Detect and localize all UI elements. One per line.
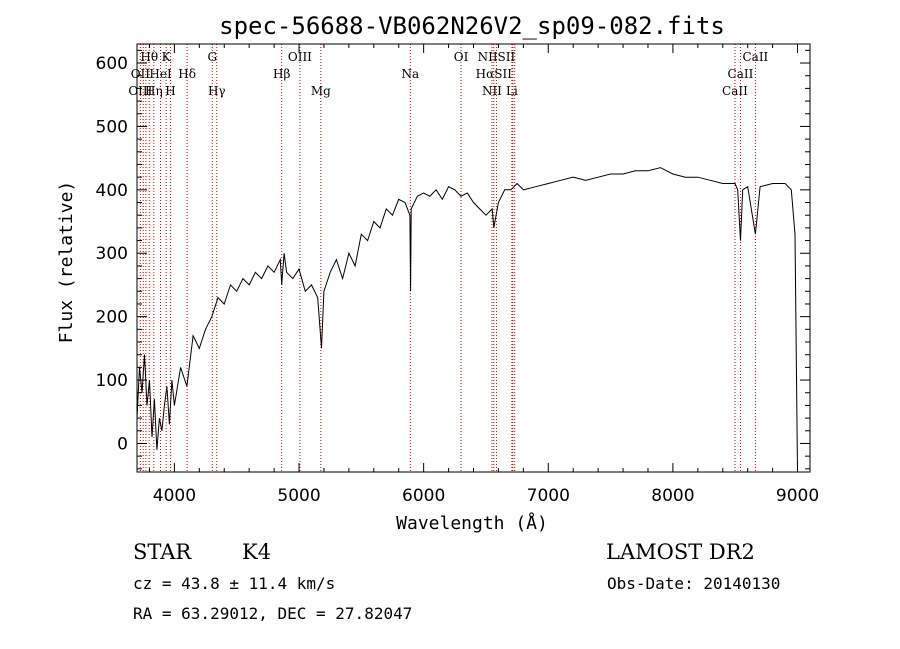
spectral-line-label: NII: [482, 84, 502, 98]
spectral-line-label: OIII: [288, 50, 312, 64]
y-tick-label: 400: [96, 181, 128, 201]
spectral-line-label: Hγ: [208, 84, 226, 98]
spectral-line-label: OII: [131, 67, 151, 81]
spectral-line-label: Hδ: [178, 67, 196, 81]
x-axis-label: Wavelength (Å): [396, 512, 548, 534]
spectrum-line: [136, 167, 798, 473]
coordinates: RA = 63.29012, DEC = 27.82047: [133, 604, 412, 623]
chart-title: spec-56688-VB062N26V2_sp09-082.fits: [219, 12, 725, 40]
plot-frame: [136, 43, 811, 473]
spectral-line-label: HαSII: [476, 67, 513, 81]
spectral-line-label: Mg: [311, 84, 331, 98]
y-tick-label: 100: [96, 371, 128, 391]
object-class: STAR: [133, 540, 192, 564]
y-tick-label: 500: [96, 117, 128, 137]
x-tick-label: 7000: [527, 486, 570, 506]
spectral-line-label: Hθ: [140, 50, 158, 64]
spectral-line-label: CaII: [728, 67, 754, 81]
y-axis-label: Flux (relative): [56, 181, 77, 344]
y-tick-label: 600: [96, 54, 128, 74]
redshift-cz: cz = 43.8 ± 11.4 km/s: [133, 574, 335, 593]
spectral-line-label: G: [207, 50, 217, 64]
y-tick-label: 0: [117, 434, 128, 454]
x-tick-label: 8000: [651, 486, 694, 506]
spectral-line-label: Na: [401, 67, 419, 81]
spectral-line-label: K: [162, 50, 172, 64]
y-tick-label: 200: [96, 308, 128, 328]
spectral-line-label: HeI: [149, 67, 172, 81]
x-tick-label: 6000: [402, 486, 445, 506]
object-subclass: K4: [242, 540, 271, 564]
survey-name: LAMOST DR2: [606, 540, 755, 564]
x-tick-label: 4000: [153, 486, 196, 506]
y-tick-label: 300: [96, 244, 128, 264]
x-tick-label: 9000: [776, 486, 819, 506]
x-tick-label: 5000: [277, 486, 320, 506]
spectral-line-markers: [139, 44, 756, 472]
spectral-line-label: CaII: [742, 50, 768, 64]
spectral-line-labels: Hθ K G OIII OI NIISII CaII OII HeI Hδ Hβ Na HαSII CaI…: [128, 50, 768, 98]
spectral-line-label: Hη: [145, 84, 163, 98]
observation-date: Obs-Date: 20140130: [607, 574, 780, 593]
spectral-line-label: H: [165, 84, 175, 98]
spectral-line-label: OIII: [128, 84, 152, 98]
spectral-line-label: CaII: [722, 84, 748, 98]
spectral-line-label: NIISII: [478, 50, 516, 64]
axis-ticks: 4000 5000 6000 7000 8000 9000 0 100 200 300 400 500…: [96, 44, 819, 506]
spectral-line-label: Li: [506, 84, 518, 98]
spectral-line-label: Hβ: [273, 67, 290, 81]
spectrum-series: [136, 167, 798, 473]
spectral-line-label: OI: [454, 50, 469, 64]
